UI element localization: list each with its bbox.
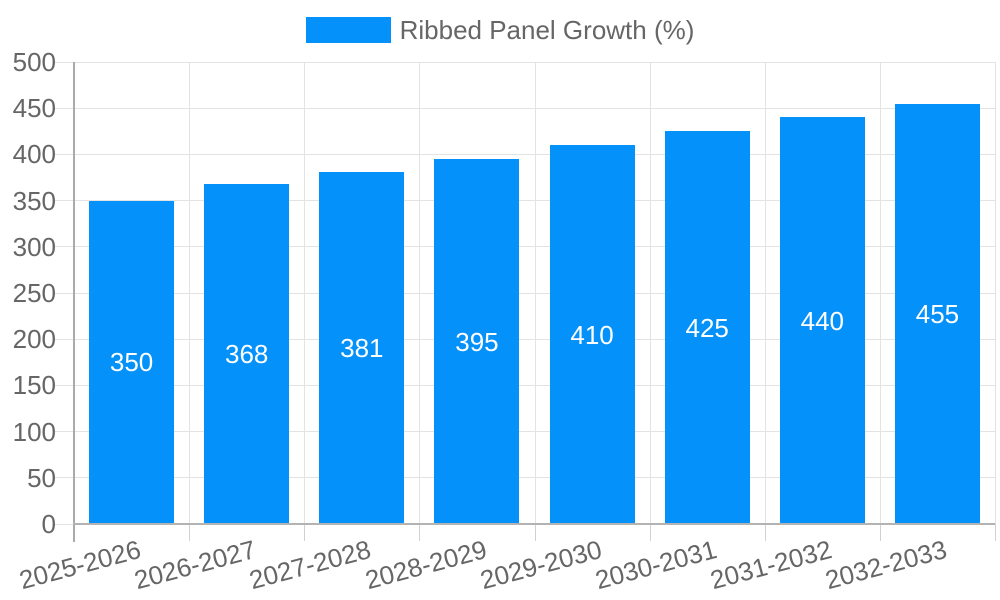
y-tick-label: 0 [41, 509, 56, 539]
x-tick-mark [304, 524, 306, 541]
y-gridline [54, 200, 995, 202]
x-tick-mark [189, 524, 191, 541]
x-tick-mark [419, 524, 421, 541]
bar-2032-2033[interactable]: 455 [894, 103, 980, 524]
y-tick-label: 300 [12, 231, 56, 262]
x-tick-mark [764, 524, 766, 541]
bar-2027-2028[interactable]: 381 [319, 171, 405, 524]
x-gridline [649, 62, 651, 524]
bar-value-label: 381 [340, 332, 384, 363]
legend-label: Ribbed Panel Growth (%) [399, 15, 695, 45]
y-gridline [54, 153, 995, 155]
x-gridline [419, 62, 421, 524]
x-tick-label: 2029-2030 [476, 534, 605, 596]
y-tick-label: 500 [12, 47, 56, 77]
x-gridline [764, 62, 766, 524]
x-tick-label: 2025-2026 [16, 534, 145, 596]
y-gridline [54, 431, 995, 433]
bar-2029-2030[interactable]: 410 [549, 145, 635, 524]
y-tick-label: 50 [27, 462, 56, 493]
y-tick-label: 100 [12, 416, 56, 447]
x-tick-label: 2028-2029 [361, 534, 490, 596]
x-gridline [879, 62, 881, 524]
bar-value-label: 425 [685, 312, 729, 343]
bar-value-label: 455 [915, 298, 960, 329]
y-gridline [54, 107, 995, 109]
y-gridline [54, 246, 995, 248]
bar-2025-2026[interactable]: 350 [89, 200, 175, 524]
bar-value-label: 368 [224, 338, 269, 369]
x-tick-label: 2031-2032 [706, 534, 835, 596]
y-tick-label: 250 [12, 278, 56, 308]
x-gridline [189, 62, 191, 524]
bar-value-label: 440 [800, 305, 844, 336]
x-tick-mark [879, 524, 881, 541]
legend[interactable]: Ribbed Panel Growth (%) [0, 17, 1000, 43]
x-gridline [995, 62, 996, 524]
bar-2031-2032[interactable]: 440 [779, 117, 865, 524]
bar-value-label: 350 [109, 347, 154, 378]
y-tick-label: 200 [12, 324, 56, 355]
x-tick-label: 2027-2028 [246, 534, 375, 596]
x-tick-mark [649, 524, 651, 541]
y-tick-label: 400 [12, 139, 56, 170]
x-tick-mark [995, 524, 996, 541]
x-gridline [304, 62, 306, 524]
x-tick-label: 2032-2033 [822, 534, 950, 596]
bar-2030-2031[interactable]: 425 [664, 131, 750, 524]
x-gridline [534, 62, 536, 524]
y-axis-line [73, 62, 75, 542]
x-tick-label: 2030-2031 [591, 534, 720, 596]
y-gridline [54, 384, 995, 386]
legend-swatch [305, 17, 391, 43]
y-tick-label: 450 [12, 93, 56, 124]
y-tick-label: 350 [12, 185, 56, 216]
bar-value-label: 395 [455, 326, 499, 357]
y-gridline [54, 477, 995, 479]
bar-value-label: 410 [570, 319, 614, 350]
bar-2026-2027[interactable]: 368 [204, 183, 290, 524]
y-gridline [54, 338, 995, 340]
x-tick-label: 2026-2027 [131, 534, 260, 596]
y-tick-label: 150 [12, 370, 56, 401]
y-gridline [54, 292, 995, 294]
bar-2028-2029[interactable]: 395 [434, 159, 520, 524]
y-gridline [54, 61, 995, 63]
x-axis-line [73, 523, 995, 525]
x-tick-mark [534, 524, 536, 541]
